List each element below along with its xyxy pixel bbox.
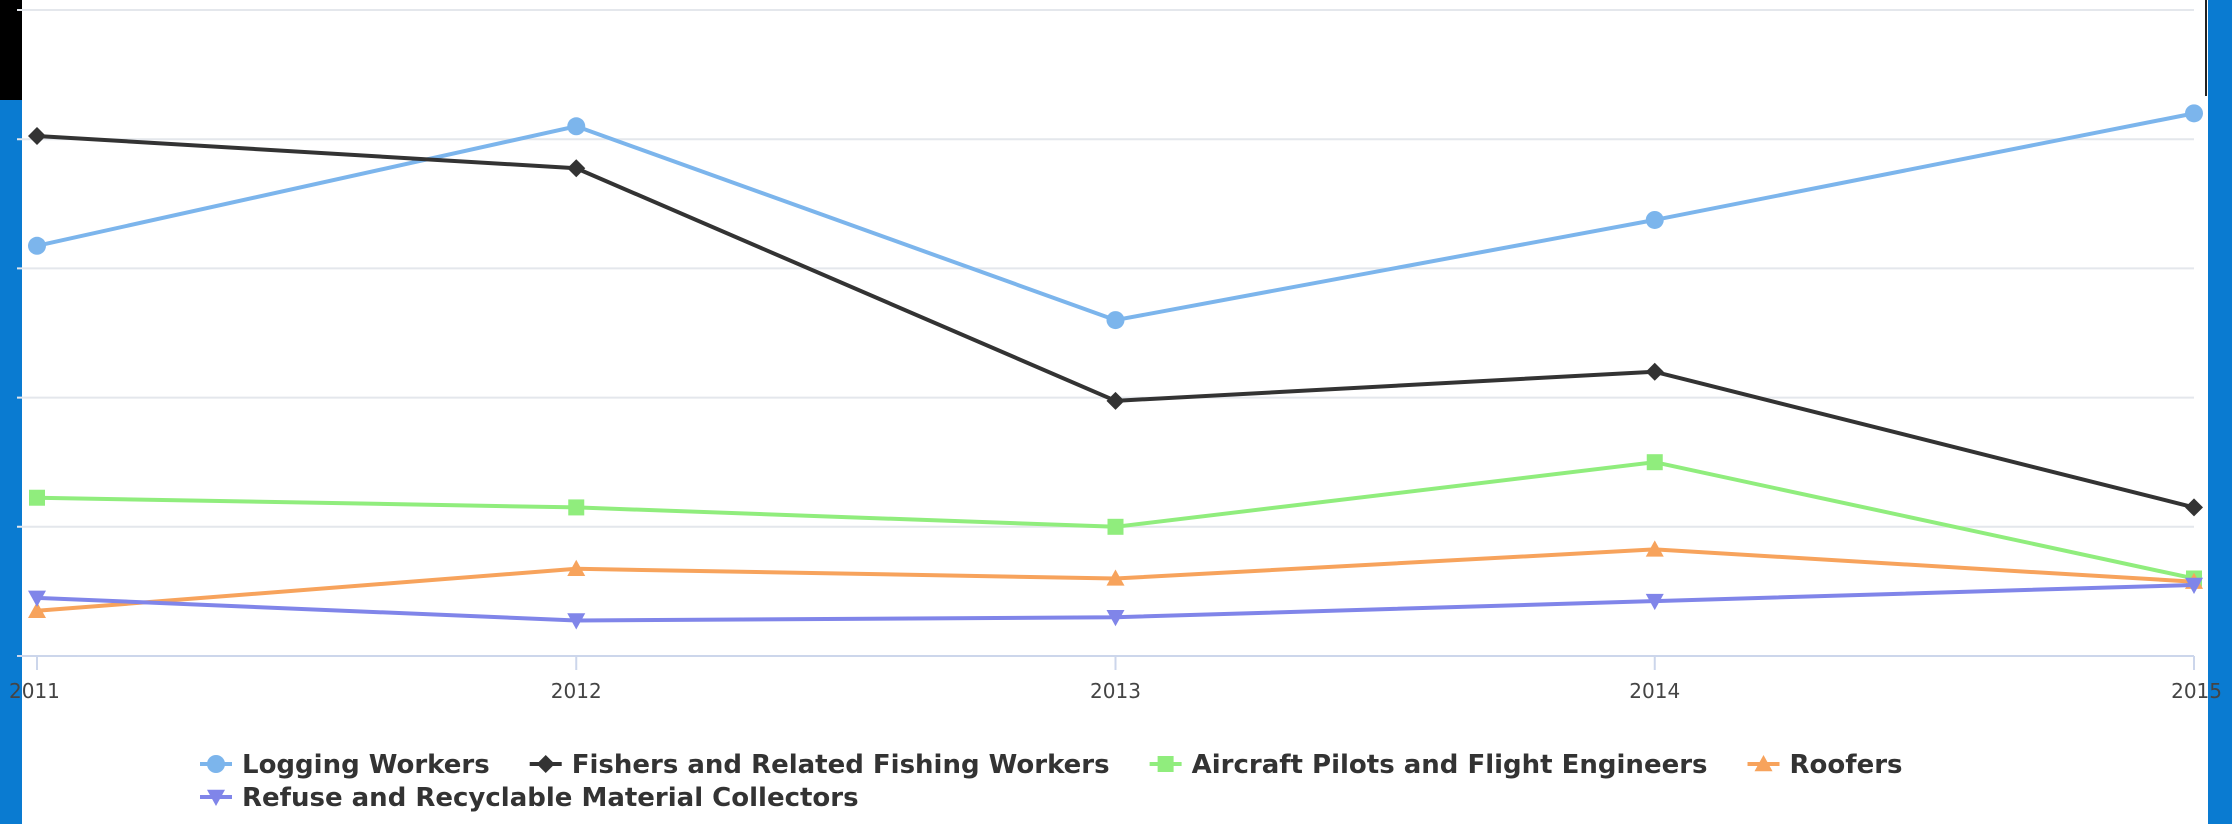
legend-item[interactable]: Fishers and Related Fishing Workers (529, 750, 1110, 780)
legend: Logging Workers Fishers and Related Fishi… (200, 750, 1903, 813)
legend-label: Fishers and Related Fishing Workers (572, 750, 1110, 780)
data-point (567, 559, 586, 576)
data-point (2185, 104, 2203, 123)
data-point (2185, 498, 2203, 517)
series-logging-workers (28, 104, 2203, 330)
data-point (568, 499, 585, 516)
data-point (1107, 518, 1124, 535)
data-point (28, 126, 46, 145)
legend-item[interactable]: Logging Workers (200, 750, 490, 780)
x-tick-label: 2012 (551, 679, 602, 703)
legend-item[interactable]: Roofers (1747, 750, 1903, 780)
data-point (1646, 454, 1663, 471)
x-axis: 2011 2012 2013 2014 2015 (9, 655, 2222, 703)
series-refuse-and-recyclable-material-collectors (28, 577, 2203, 630)
data-point (28, 236, 46, 255)
left-accent-bar (0, 100, 22, 824)
legend-symbol-marker (207, 789, 225, 806)
right-accent-bar (2208, 0, 2232, 824)
data-point (1645, 362, 1664, 381)
legend-item[interactable]: Refuse and Recyclable Material Collector… (200, 783, 859, 813)
legend-label: Aircraft Pilots and Flight Engineers (1192, 750, 1708, 780)
legend-item[interactable]: Aircraft Pilots and Flight Engineers (1149, 750, 1708, 780)
data-point (29, 489, 45, 506)
legend-symbol-marker (207, 755, 225, 773)
data-point (567, 117, 586, 136)
series-aircraft-pilots-and-flight-engineers (29, 454, 2202, 587)
data-point (1106, 569, 1125, 586)
x-tick-label: 2013 (1090, 679, 1141, 703)
grid-layer (17, 9, 2194, 528)
data-point (1645, 540, 1664, 557)
data-point (567, 159, 586, 178)
top-left-dark-block (0, 0, 22, 100)
data-point (1106, 391, 1125, 410)
data-point (1645, 210, 1664, 229)
legend-symbol-marker (1157, 756, 1174, 772)
legend-symbol-marker (1754, 755, 1773, 772)
data-point (567, 613, 586, 630)
data-point (1106, 610, 1125, 627)
legend-label: Roofers (1790, 750, 1903, 780)
x-tick-label: 2014 (1629, 679, 1680, 703)
data-point (1645, 593, 1664, 611)
x-tick-label: 2015 (2171, 679, 2222, 703)
series-layer (28, 104, 2203, 630)
legend-symbol-marker (536, 755, 555, 773)
x-tick-label: 2011 (9, 679, 60, 703)
series-fishers-and-related-fishing-workers (28, 126, 2203, 517)
data-point (28, 590, 46, 607)
legend-label: Logging Workers (242, 750, 490, 780)
legend-label: Refuse and Recyclable Material Collector… (242, 783, 859, 813)
data-point (28, 601, 46, 618)
series-line (36, 111, 2195, 323)
data-point (1106, 311, 1125, 330)
data-point (2185, 577, 2203, 594)
series-roofers (28, 540, 2203, 618)
